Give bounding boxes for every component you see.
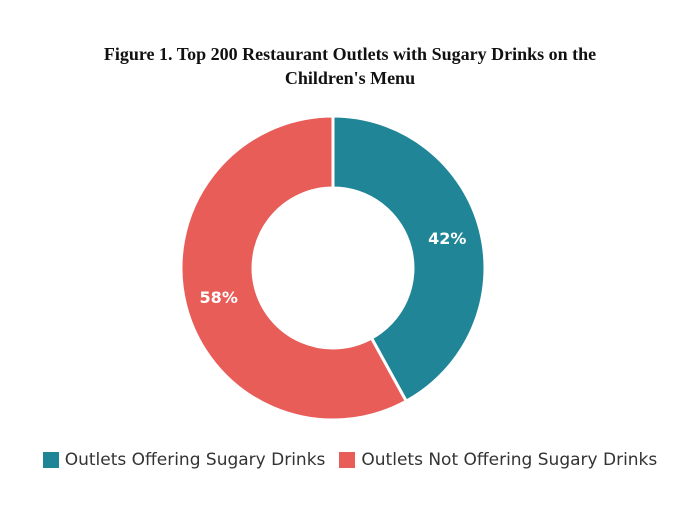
legend-item-not-offering: Outlets Not Offering Sugary Drinks	[339, 450, 657, 470]
donut-chart: 42% 58%	[179, 114, 487, 422]
slice-label-offering: 42%	[428, 229, 466, 248]
chart-legend: Outlets Offering Sugary Drinks Outlets N…	[0, 450, 700, 470]
chart-title-line-2: Children's Menu	[284, 68, 416, 88]
legend-swatch-not-offering	[339, 452, 356, 468]
legend-swatch-offering	[42, 452, 59, 468]
legend-label-offering: Outlets Offering Sugary Drinks	[64, 450, 326, 470]
slice-not-offering	[179, 114, 409, 422]
chart-title: Figure 1. Top 200 Restaurant Outlets wit…	[0, 42, 700, 90]
legend-item-offering: Outlets Offering Sugary Drinks	[42, 450, 326, 470]
slice-offering	[331, 114, 487, 404]
legend-label-not-offering: Outlets Not Offering Sugary Drinks	[361, 450, 658, 470]
chart-title-line-1: Figure 1. Top 200 Restaurant Outlets wit…	[103, 44, 597, 64]
slice-label-not-offering: 58%	[200, 288, 238, 307]
